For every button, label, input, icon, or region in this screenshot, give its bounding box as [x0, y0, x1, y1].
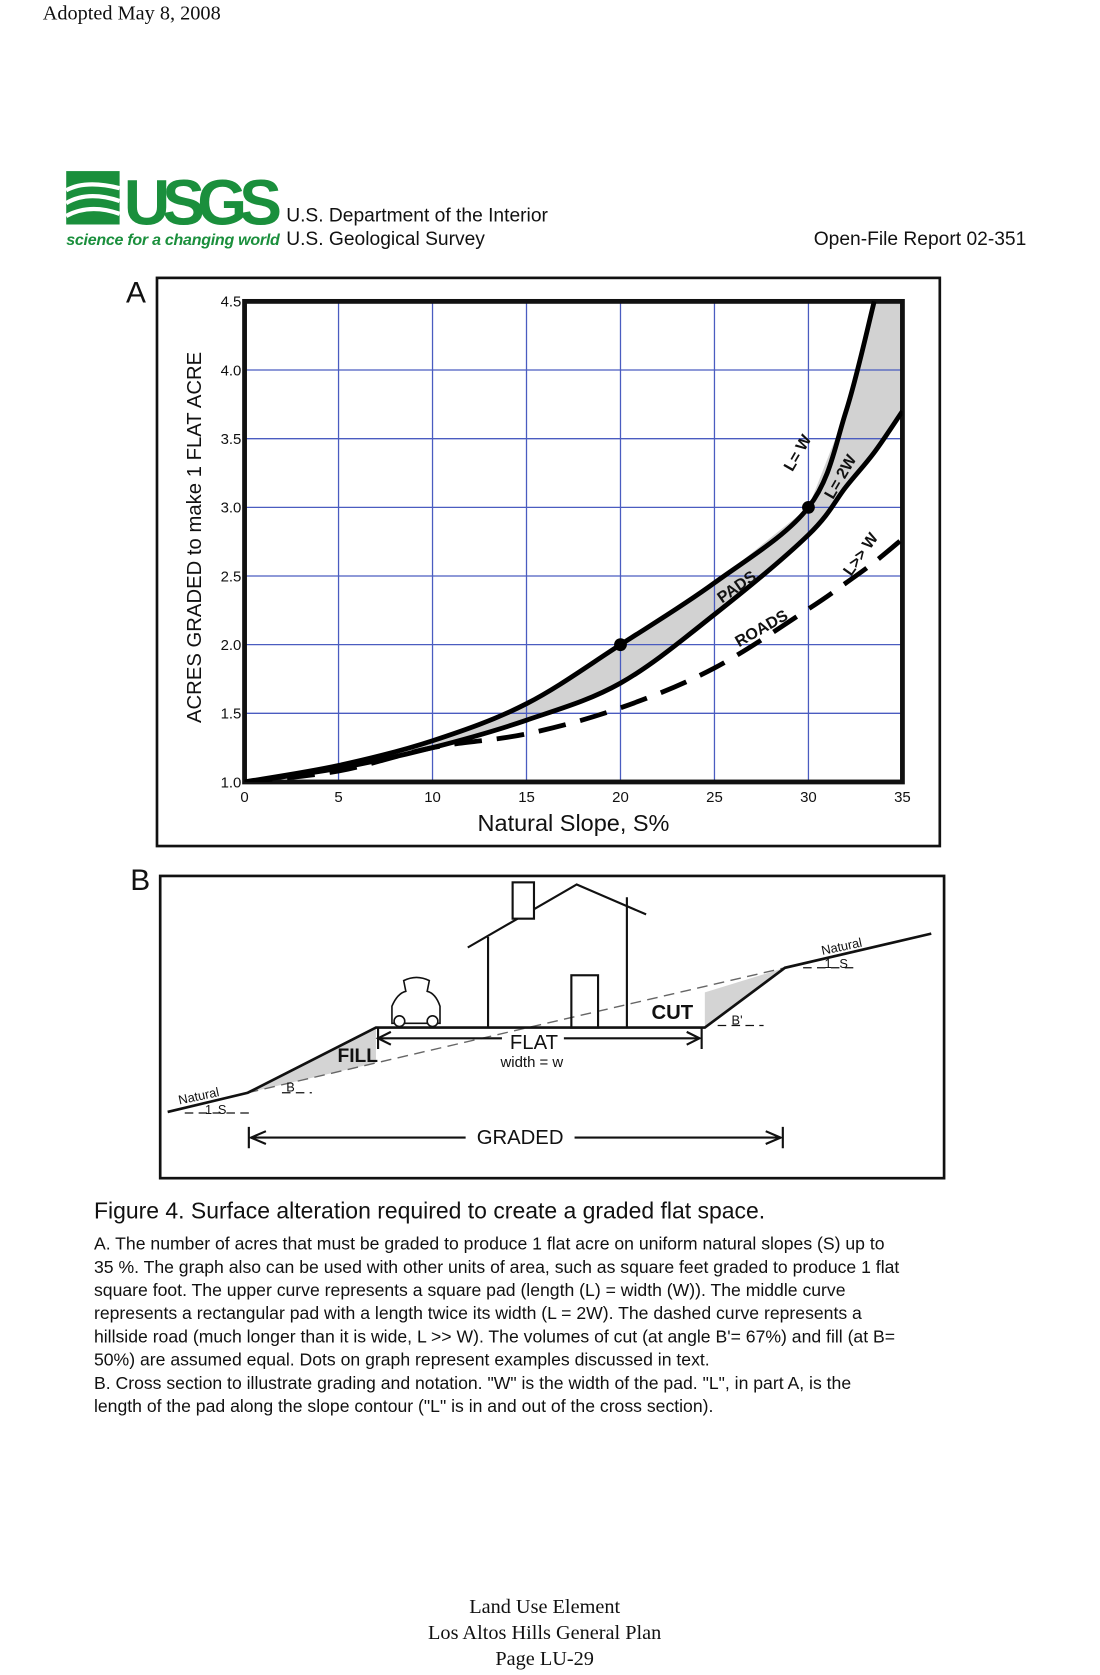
- car: [391, 976, 441, 1025]
- x-tick-label: 0: [240, 789, 248, 806]
- door: [570, 974, 600, 1029]
- x-axis-label: Natural Slope, S%: [478, 810, 670, 836]
- caption-line: 35 %. The graph also can be used with ot…: [94, 1257, 899, 1277]
- y-axis-label: ACRES GRADED to make 1 FLAT ACRE: [184, 352, 206, 723]
- car-wheel: [426, 1015, 439, 1028]
- slope-s: S: [218, 1102, 227, 1117]
- panel-frame: [158, 874, 946, 1180]
- x-tick-label: 25: [706, 789, 723, 806]
- y-tick-label: 1.0: [221, 774, 242, 791]
- fill-area: [247, 1027, 376, 1093]
- y-tick-label: 3.5: [221, 431, 242, 448]
- y-tick-label: 1.5: [221, 706, 242, 723]
- panel-label: A: [126, 276, 146, 309]
- series-line: [244, 537, 903, 782]
- roof: [467, 883, 647, 949]
- curve-label: L= W: [781, 431, 816, 474]
- caption-line: square foot. The upper curve represents …: [94, 1280, 846, 1300]
- y-tick-label: 3.0: [221, 500, 242, 517]
- footer-line: Los Altos Hills General Plan: [428, 1622, 661, 1644]
- y-tick-label: 2.0: [221, 637, 242, 654]
- slope-s: S: [839, 956, 848, 971]
- footer-line: Page LU-29: [495, 1648, 594, 1670]
- slope-one: 1: [824, 956, 831, 971]
- logo-text: USGS: [124, 166, 282, 238]
- caption-line: represents a rectangular pad with a leng…: [94, 1303, 862, 1323]
- x-tick-label: 20: [612, 789, 629, 806]
- x-tick-label: 10: [424, 789, 441, 806]
- example-dot: [614, 638, 627, 652]
- x-tick-label: 15: [518, 789, 535, 806]
- x-tick-label: 30: [800, 789, 817, 806]
- caption-line: hillside road (much longer than it is wi…: [94, 1326, 895, 1346]
- graded-arrowheads: [247, 1126, 784, 1149]
- caption-title: Figure 4. Surface alteration required to…: [94, 1198, 765, 1224]
- plot-frame: [242, 298, 905, 785]
- angle-b-prime: B': [732, 1012, 743, 1027]
- caption-line: length of the pad along the slope contou…: [94, 1396, 713, 1416]
- graded-ground: [167, 932, 932, 1114]
- report-number: Open-File Report 02-351: [814, 229, 1027, 250]
- logo-waves: [65, 182, 121, 218]
- x-tick-label: 5: [334, 789, 342, 806]
- panel-frame: [155, 276, 942, 848]
- y-tick-label: 4.5: [221, 294, 242, 311]
- slope-ticks: [184, 967, 855, 1114]
- x-tick-label: 35: [894, 789, 911, 806]
- y-tick-label: 4.0: [221, 362, 242, 379]
- example-dot: [802, 500, 815, 514]
- car-wheel: [393, 1015, 406, 1028]
- survey: U.S. Geological Survey: [286, 229, 485, 250]
- chimney: [511, 881, 536, 920]
- footer-line: Land Use Element: [469, 1596, 620, 1618]
- usgs-logo: USGS science for a changing world U.S. D…: [65, 166, 549, 250]
- adopted-date: Adopted May 8, 2008: [43, 2, 221, 24]
- cross-section: [167, 881, 932, 1149]
- angle-b: B: [286, 1080, 295, 1095]
- caption: A. The number of acres that must be grad…: [94, 1234, 899, 1416]
- width-label: width = w: [500, 1054, 564, 1071]
- original-slope: [247, 967, 786, 1094]
- caption-line: A. The number of acres that must be grad…: [94, 1234, 885, 1254]
- chart: 0 5 10 15 20 25 30 35 1.0 1.5 2.0 2.5 3.0 3.5 4.0 4.5: [221, 294, 911, 807]
- series-line: [244, 409, 903, 782]
- panel-label: B: [130, 864, 150, 897]
- flat-arrowheads: [375, 1027, 703, 1049]
- flat-label: FLAT: [510, 1032, 558, 1054]
- caption-line: 50%) are assumed equal. Dots on graph re…: [94, 1350, 710, 1370]
- department: U.S. Department of the Interior: [286, 205, 548, 226]
- cut-label: CUT: [651, 1002, 693, 1024]
- slope-one: 1: [205, 1102, 212, 1117]
- logo-tagline: science for a changing world: [66, 232, 281, 249]
- caption-line: B. Cross section to illustrate grading a…: [94, 1373, 851, 1393]
- graded-label: GRADED: [477, 1127, 564, 1149]
- footer: Land Use Element Los Altos Hills General …: [428, 1596, 661, 1670]
- y-tick-label: 2.5: [221, 568, 242, 585]
- fill-label: FILL: [337, 1046, 378, 1067]
